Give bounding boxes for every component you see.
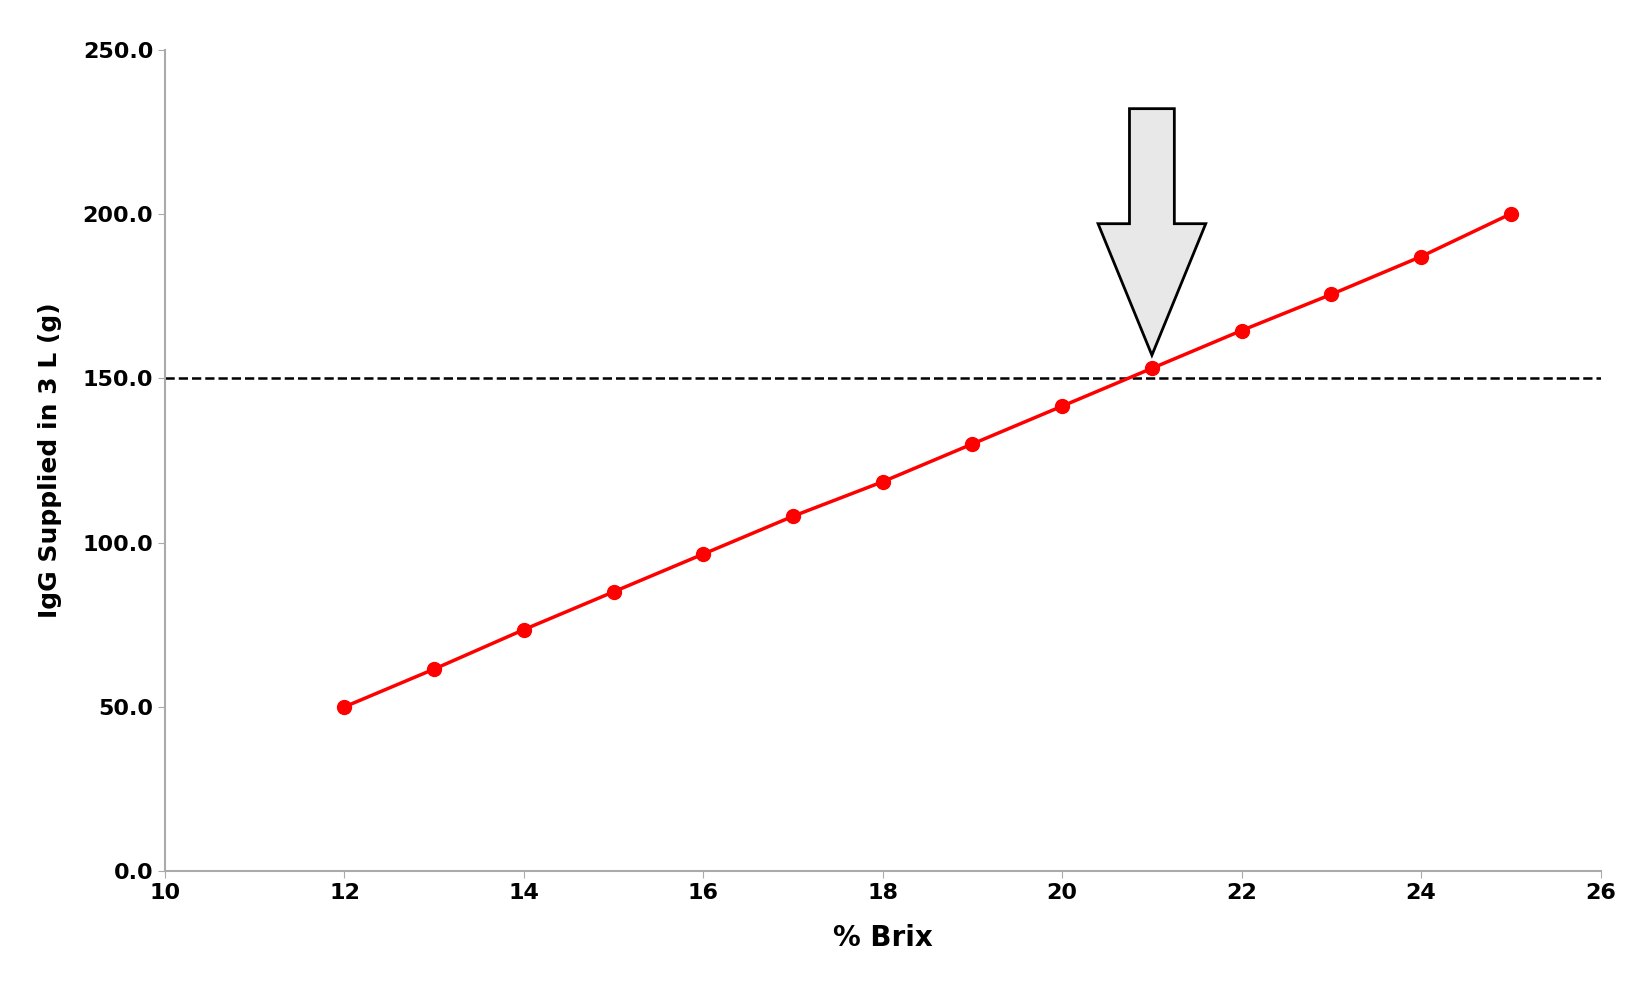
Polygon shape [1097,109,1206,355]
Y-axis label: IgG Supplied in 3 L (g): IgG Supplied in 3 L (g) [38,303,61,618]
X-axis label: % Brix: % Brix [833,924,932,951]
